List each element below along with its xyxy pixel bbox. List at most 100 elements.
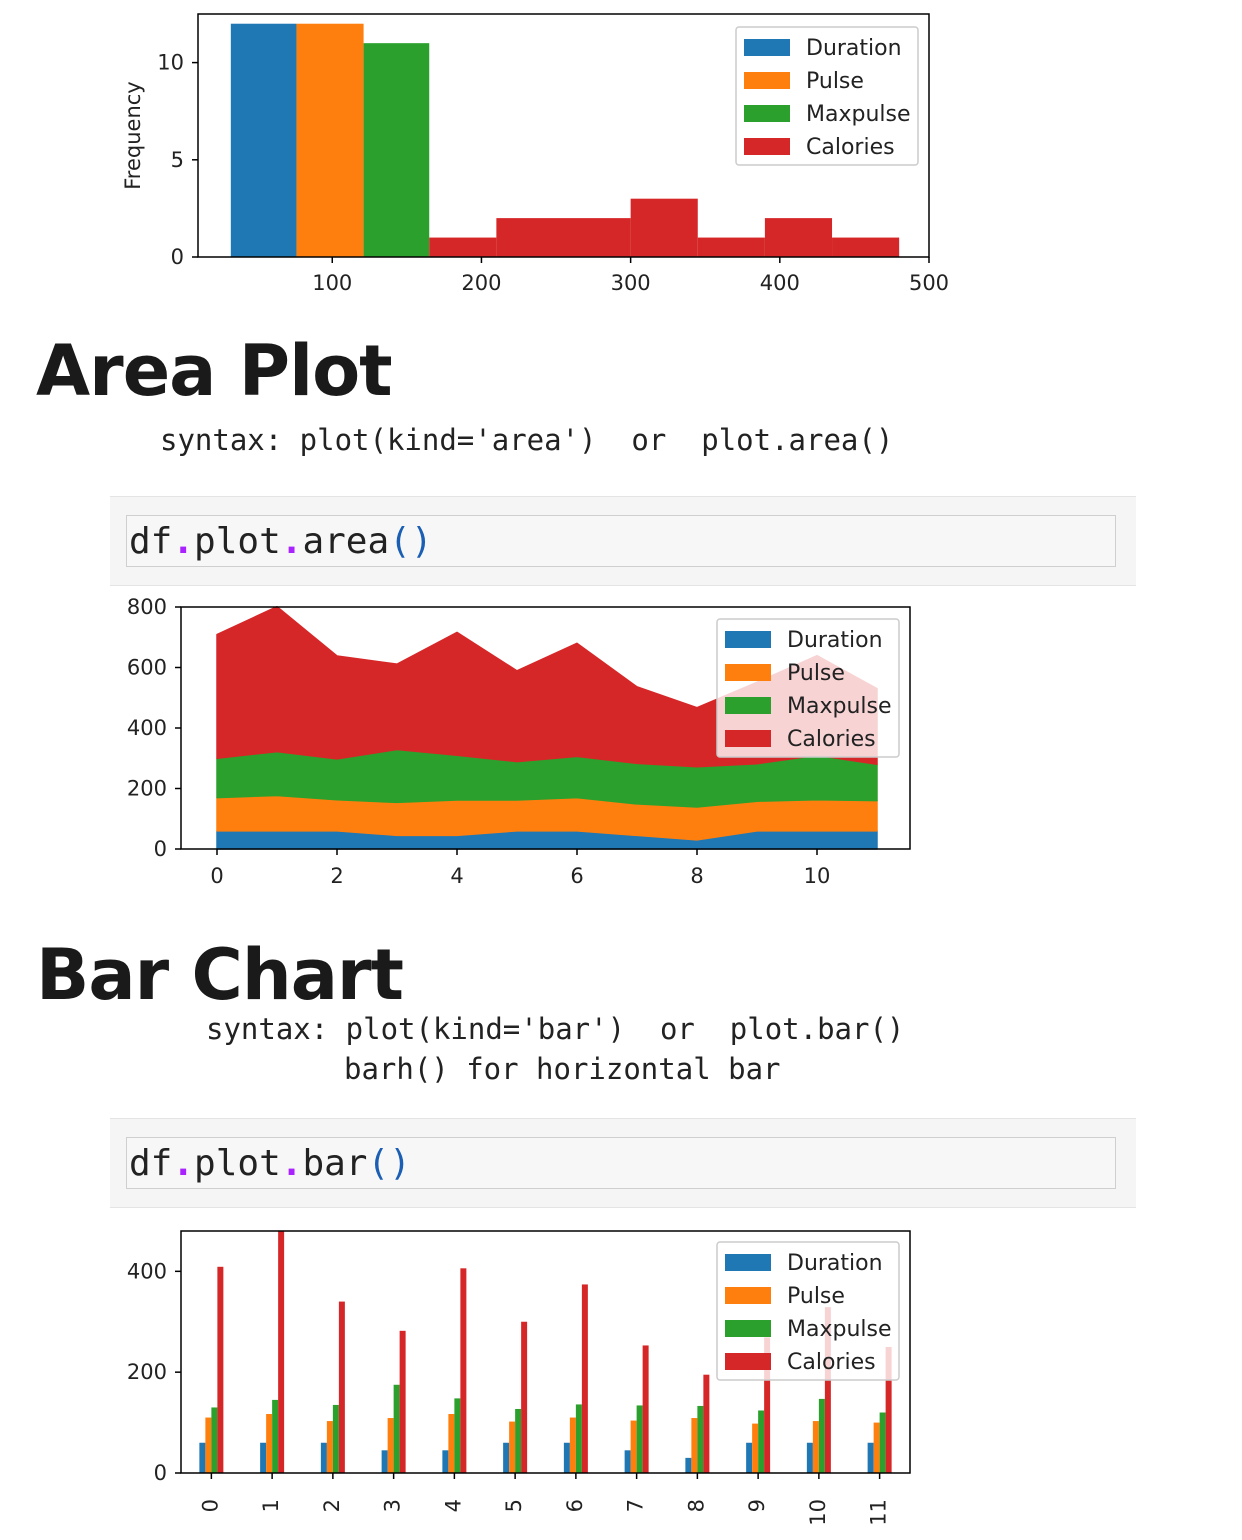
hist-bar-calories-5 xyxy=(563,218,631,257)
bar-chart-heading: Bar Chart xyxy=(36,934,404,1016)
bar-code-cell: df.plot.bar() xyxy=(110,1118,1136,1208)
x-tick-label: 11 xyxy=(867,1499,891,1526)
bar-maxpulse-3 xyxy=(393,1384,400,1473)
bar-maxpulse-8 xyxy=(697,1405,704,1473)
bar-syntax-line1: syntax: plot(kind='bar') or plot.bar() xyxy=(206,1012,905,1046)
legend-swatch-calories xyxy=(725,1353,771,1370)
x-tick-label: 4 xyxy=(450,864,463,888)
legend-swatch-maxpulse xyxy=(744,105,790,122)
legend-box xyxy=(735,26,919,166)
code-method: area xyxy=(302,521,390,562)
legend-label-duration: Duration xyxy=(787,628,883,653)
bar-maxpulse-4 xyxy=(454,1398,461,1473)
area-chart: 0 2 4 6 8 10 0 200 400 600 800 Duration Pulse Maxpuls… xyxy=(127,595,911,888)
legend-label-calories: Calories xyxy=(806,135,895,160)
x-tick-label: 6 xyxy=(570,864,583,888)
area-series-calories xyxy=(216,605,878,768)
bar-duration-2 xyxy=(320,1442,327,1473)
code-dot: . xyxy=(280,521,303,562)
area-code-input[interactable]: df.plot.area() xyxy=(126,515,1116,567)
bar-duration-7 xyxy=(624,1450,631,1473)
hist-bar-pulse-1 xyxy=(296,23,364,257)
legend-swatch-maxpulse xyxy=(725,1320,771,1337)
bar-duration-3 xyxy=(381,1450,388,1473)
bar-calories-11 xyxy=(885,1346,892,1473)
hist-bar-calories-3 xyxy=(429,237,497,257)
bar-maxpulse-1 xyxy=(272,1399,279,1473)
y-tick-label: 600 xyxy=(127,656,167,680)
legend-label-maxpulse: Maxpulse xyxy=(806,102,911,127)
x-tick-label: 4 xyxy=(441,1499,465,1512)
legend-swatch-calories xyxy=(725,730,771,747)
legend-swatch-calories xyxy=(744,138,790,155)
x-tick-label: 0 xyxy=(198,1499,222,1512)
histogram-chart: 100 200 300 400 500 0 5 10 Frequency Duration Puls… xyxy=(121,13,949,295)
x-tick-label: 10 xyxy=(806,1499,830,1526)
code-dot: . xyxy=(172,521,195,562)
legend-box xyxy=(716,618,900,758)
legend-label-duration: Duration xyxy=(787,1251,883,1276)
bar-maxpulse-7 xyxy=(636,1405,643,1473)
bar-maxpulse-10 xyxy=(818,1398,825,1473)
x-tick-label: 0 xyxy=(210,864,223,888)
legend-label-pulse: Pulse xyxy=(787,1284,845,1309)
bar-pulse-8 xyxy=(691,1418,698,1473)
bar-pulse-9 xyxy=(752,1423,759,1473)
bar-calories-5 xyxy=(521,1321,528,1473)
y-tick-label: 200 xyxy=(127,1360,167,1384)
bar-duration-5 xyxy=(503,1442,510,1473)
bar-syntax-line2: barh() for horizontal bar xyxy=(344,1052,781,1086)
code-parens: () xyxy=(367,1143,411,1184)
bar-code-input[interactable]: df.plot.bar() xyxy=(126,1137,1116,1189)
legend-swatch-duration xyxy=(744,39,790,56)
legend-label-duration: Duration xyxy=(806,36,902,61)
hist-bar-duration-0 xyxy=(230,23,297,257)
bar-duration-1 xyxy=(260,1442,267,1473)
bar-maxpulse-2 xyxy=(332,1404,339,1473)
x-tick-label: 5 xyxy=(502,1499,526,1512)
code-dot: . xyxy=(172,1143,195,1184)
code-accessor: plot xyxy=(194,1143,281,1184)
hist-bar-calories-6 xyxy=(630,198,698,257)
plot-frame xyxy=(197,13,930,258)
legend-swatch-duration xyxy=(725,631,771,648)
bar-pulse-4 xyxy=(448,1414,455,1473)
x-tick-label: 500 xyxy=(909,271,949,295)
y-tick-label: 800 xyxy=(127,595,167,619)
x-tick-label: 7 xyxy=(624,1499,648,1512)
x-tick-label: 300 xyxy=(611,271,651,295)
hist-bar-calories-4 xyxy=(496,218,564,257)
y-tick-label: 5 xyxy=(171,148,184,172)
y-tick-label: 400 xyxy=(127,716,167,740)
code-dot: . xyxy=(280,1143,303,1184)
x-tick-label: 8 xyxy=(690,864,703,888)
area-series-duration xyxy=(216,830,878,850)
bar-pulse-6 xyxy=(569,1417,576,1473)
bar-pulse-10 xyxy=(812,1421,819,1473)
x-tick-label: 3 xyxy=(381,1499,405,1512)
x-tick-label: 6 xyxy=(563,1499,587,1512)
y-tick-label: 0 xyxy=(154,837,167,861)
legend-label-pulse: Pulse xyxy=(806,69,864,94)
bar-duration-10 xyxy=(806,1442,813,1473)
hist-bar-calories-9 xyxy=(832,237,900,257)
hist-bar-maxpulse-2 xyxy=(363,43,430,257)
x-tick-label: 400 xyxy=(760,271,800,295)
bar-pulse-11 xyxy=(873,1422,880,1473)
legend-box xyxy=(716,1241,900,1381)
y-tick-label: 200 xyxy=(127,777,167,801)
bar-calories-0 xyxy=(217,1266,224,1473)
bar-pulse-7 xyxy=(630,1420,637,1473)
bar-maxpulse-5 xyxy=(515,1408,522,1473)
bar-calories-10 xyxy=(824,1307,831,1473)
bar-calories-8 xyxy=(703,1374,710,1473)
bar-calories-4 xyxy=(460,1268,467,1473)
area-plot-heading: Area Plot xyxy=(36,330,393,412)
code-accessor: plot xyxy=(194,521,281,562)
legend-label-calories: Calories xyxy=(787,1350,876,1375)
hist-bar-calories-8 xyxy=(764,218,833,257)
bar-chart: 0 1 2 3 4 5 6 7 8 9 10 11 0 200 400 Duration Pulse Maxpul… xyxy=(127,1230,911,1526)
x-tick-label: 10 xyxy=(804,864,831,888)
bar-calories-2 xyxy=(338,1301,345,1473)
bar-calories-7 xyxy=(642,1345,649,1473)
